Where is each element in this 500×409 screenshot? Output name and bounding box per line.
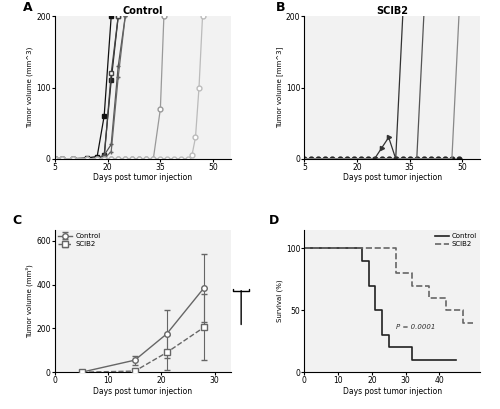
Y-axis label: Tumor volume (mm³): Tumor volume (mm³): [26, 264, 34, 338]
Control: [454, 357, 460, 362]
Title: Control: Control: [122, 6, 163, 16]
SCIB2: [443, 308, 449, 313]
Text: C: C: [13, 214, 22, 227]
Control: [386, 345, 392, 350]
SCIB2: [379, 246, 385, 251]
Text: D: D: [270, 214, 280, 227]
Y-axis label: Survival (%): Survival (%): [276, 280, 283, 322]
Line: Control: Control: [304, 248, 456, 360]
X-axis label: Days post tumor injection: Days post tumor injection: [342, 173, 442, 182]
SCIB2: [426, 295, 432, 300]
Control: [410, 357, 416, 362]
Y-axis label: Tumor volume [mm^3]: Tumor volume [mm^3]: [276, 47, 283, 128]
SCIB2: [302, 246, 308, 251]
Control: [359, 258, 365, 263]
SCIB2: [460, 320, 466, 325]
Control: [366, 283, 372, 288]
Control: [302, 246, 308, 251]
X-axis label: Days post tumor injection: Days post tumor injection: [93, 387, 192, 396]
Text: B: B: [276, 0, 286, 13]
Control: [372, 308, 378, 313]
X-axis label: Days post tumor injection: Days post tumor injection: [342, 387, 442, 396]
Text: A: A: [24, 0, 33, 13]
Y-axis label: Tumor volume (mm^3): Tumor volume (mm^3): [27, 47, 34, 128]
SCIB2: [392, 271, 398, 276]
Text: P = 0.0001: P = 0.0001: [396, 324, 435, 330]
SCIB2: [410, 283, 416, 288]
X-axis label: Days post tumor injection: Days post tumor injection: [93, 173, 192, 182]
Control: [379, 333, 385, 337]
Title: SCIB2: SCIB2: [376, 6, 408, 16]
Line: SCIB2: SCIB2: [304, 248, 473, 323]
Control: [352, 246, 358, 251]
SCIB2: [470, 320, 476, 325]
Legend: Control, SCIB2: Control, SCIB2: [58, 233, 100, 247]
Legend: Control, SCIB2: Control, SCIB2: [434, 233, 476, 247]
